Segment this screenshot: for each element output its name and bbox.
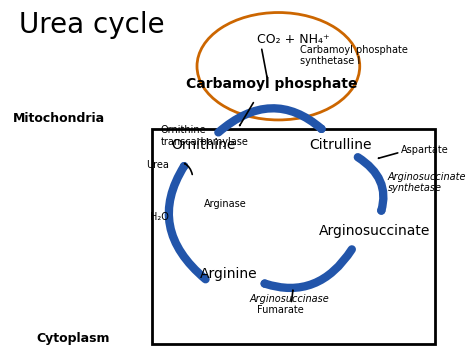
Text: CO₂ + NH₄⁺: CO₂ + NH₄⁺ bbox=[257, 33, 329, 46]
Text: Aspartate: Aspartate bbox=[401, 145, 448, 155]
Text: Carbamoyl phosphate: Carbamoyl phosphate bbox=[186, 77, 358, 91]
Text: Fumarate: Fumarate bbox=[257, 305, 304, 315]
Text: Mitochondria: Mitochondria bbox=[13, 112, 105, 125]
Text: Cytoplasm: Cytoplasm bbox=[36, 332, 110, 345]
Text: Arginosuccinate: Arginosuccinate bbox=[319, 224, 430, 238]
Text: Carbamoyl phosphate
synthetase I: Carbamoyl phosphate synthetase I bbox=[300, 45, 408, 66]
Text: Arginine: Arginine bbox=[201, 267, 258, 281]
Text: Arginase: Arginase bbox=[203, 199, 246, 209]
Text: Urea cycle: Urea cycle bbox=[19, 11, 165, 39]
FancyArrowPatch shape bbox=[169, 166, 206, 279]
Text: Citrulline: Citrulline bbox=[309, 138, 372, 152]
Text: Urea: Urea bbox=[146, 160, 169, 170]
FancyBboxPatch shape bbox=[152, 129, 435, 344]
Text: H₂O: H₂O bbox=[150, 212, 169, 222]
FancyArrowPatch shape bbox=[358, 157, 383, 211]
FancyArrowPatch shape bbox=[219, 108, 321, 132]
Text: Ornithine
transcarbomylase: Ornithine transcarbomylase bbox=[161, 125, 248, 147]
Text: Ornithine: Ornithine bbox=[171, 138, 236, 152]
Text: Arginosuccinase: Arginosuccinase bbox=[249, 294, 329, 304]
FancyArrowPatch shape bbox=[264, 250, 352, 288]
Ellipse shape bbox=[197, 13, 360, 120]
Text: Arginosuccinate
synthetase: Arginosuccinate synthetase bbox=[388, 172, 466, 193]
